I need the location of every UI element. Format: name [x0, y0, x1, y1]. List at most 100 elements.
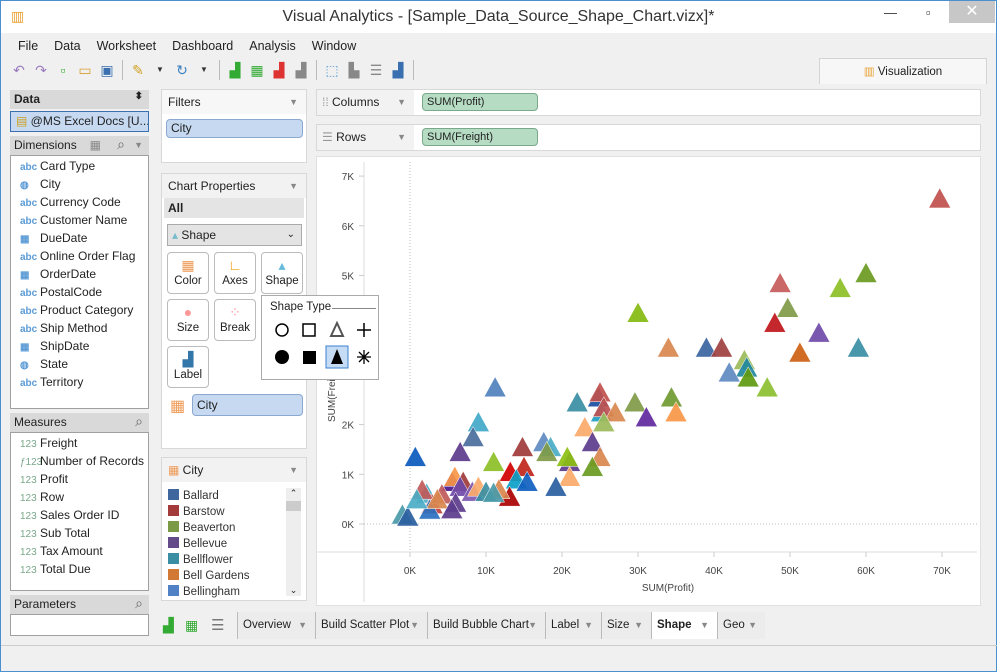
shape-button[interactable]: ▴ Shape [261, 252, 303, 294]
data-point-triangle[interactable] [466, 411, 490, 432]
data-point-triangle[interactable] [603, 401, 627, 422]
square-filled-icon[interactable] [303, 351, 316, 364]
data-point-triangle[interactable] [717, 361, 741, 383]
field-item[interactable]: abc Online Order Flag [11, 247, 148, 265]
bar-icon[interactable]: ▙ [348, 62, 360, 78]
field-item[interactable]: 123 Row [11, 488, 148, 506]
field-item[interactable]: 123 Tax Amount [11, 542, 148, 560]
chevron-down-icon[interactable]: ▼ [748, 620, 757, 630]
data-point-triangle[interactable] [588, 381, 612, 403]
field-item[interactable]: 123 Freight [11, 434, 148, 452]
select-icon[interactable]: ⬚ [325, 62, 339, 78]
tab-size[interactable]: Size ▼ [601, 612, 651, 639]
minimize-icon[interactable]: — [884, 5, 897, 20]
data-point-triangle[interactable] [482, 481, 506, 503]
sort-icon[interactable]: ☰ [369, 62, 383, 78]
data-point-triangle[interactable] [828, 276, 852, 298]
data-point-triangle[interactable] [656, 336, 680, 358]
legend-item[interactable]: Bell Gardens [162, 568, 306, 584]
search-icon[interactable]: ⌕ [135, 413, 143, 429]
field-item[interactable]: abc Ship Method [11, 319, 148, 337]
field-item[interactable]: abc Product Category [11, 301, 148, 319]
chevron-down-icon[interactable]: ▼ [584, 620, 593, 630]
data-point-triangle[interactable] [776, 296, 800, 318]
chevron-down-icon[interactable]: ▼ [289, 97, 298, 107]
chevron-down-icon[interactable]: ▼ [200, 65, 208, 74]
data-point-triangle[interactable] [555, 445, 579, 467]
redo-icon[interactable]: ↷ [35, 62, 47, 78]
chevron-down-icon[interactable]: ▼ [134, 140, 143, 150]
search-icon[interactable]: ⌕ [117, 136, 125, 152]
data-source-item[interactable]: ▤ @MS Excel Docs [U... [10, 111, 149, 132]
data-point-triangle[interactable] [634, 406, 658, 427]
columns-pill[interactable]: SUM(Profit) [422, 93, 538, 111]
field-item[interactable]: abc PostalCode [11, 283, 148, 301]
clear-chart-icon[interactable]: ▟ [295, 62, 307, 78]
field-item[interactable]: 123 Total Due [11, 560, 148, 578]
field-item[interactable]: 123 Sales Order ID [11, 506, 148, 524]
field-item[interactable]: ◍ City [11, 175, 148, 193]
data-point-triangle[interactable] [558, 465, 582, 487]
field-item[interactable]: abc Card Type [11, 157, 148, 175]
data-point-triangle[interactable] [660, 386, 683, 407]
undo-icon[interactable]: ↶ [13, 62, 25, 78]
menu-dashboard[interactable]: Dashboard [172, 39, 234, 53]
plus-icon[interactable] [357, 323, 371, 337]
tab-geo[interactable]: Geo ▼ [717, 612, 765, 639]
field-item[interactable]: abc Territory [11, 373, 148, 391]
connect-icon[interactable]: ✎ [132, 62, 144, 78]
data-point-triangle[interactable] [483, 376, 507, 398]
legend-item[interactable]: Beaverton [162, 520, 306, 536]
data-point-triangle[interactable] [448, 475, 472, 497]
triangle-filled-icon[interactable] [325, 345, 349, 369]
data-point-triangle[interactable] [535, 440, 559, 462]
remove-chart-icon[interactable]: ▟ [273, 62, 285, 78]
rows-pill[interactable]: SUM(Freight) [422, 128, 538, 146]
tab-label[interactable]: Label ▼ [545, 612, 601, 639]
chevron-down-icon[interactable]: ▼ [634, 620, 643, 630]
data-point-triangle[interactable] [626, 301, 650, 323]
legend-item[interactable]: Ballard [162, 488, 306, 504]
data-point-triangle[interactable] [763, 311, 787, 333]
data-point-triangle[interactable] [623, 391, 647, 412]
tab-build-bubble-chart[interactable]: Build Bubble Chart ▼ [427, 612, 545, 639]
field-item[interactable]: ▦ DueDate [11, 229, 148, 247]
maximize-icon[interactable]: ▫ [926, 5, 931, 20]
menu-worksheet[interactable]: Worksheet [96, 39, 157, 53]
label-icon[interactable]: ▟ [392, 62, 404, 78]
circle-outline-icon[interactable] [275, 323, 289, 337]
sheet-list-icon[interactable]: ☰ [211, 617, 225, 634]
data-point-triangle[interactable] [580, 430, 604, 452]
data-point-triangle[interactable] [788, 341, 812, 363]
mark-type-select[interactable]: ▴ Shape ⌄ [167, 224, 302, 246]
data-point-triangle[interactable] [396, 505, 420, 527]
field-item[interactable]: abc Currency Code [11, 193, 148, 211]
tab-build-scatter-plot[interactable]: Build Scatter Plot ▼ [315, 612, 427, 639]
square-outline-icon[interactable] [302, 323, 316, 337]
data-point-triangle[interactable] [565, 391, 589, 412]
data-point-triangle[interactable] [482, 450, 506, 472]
chevron-down-icon[interactable]: ▼ [289, 181, 298, 191]
field-item[interactable]: abc Customer Name [11, 211, 148, 229]
chevron-down-icon[interactable]: ▼ [298, 620, 307, 630]
data-point-triangle[interactable] [425, 488, 449, 509]
size-button[interactable]: ● Size [167, 299, 209, 341]
data-point-triangle[interactable] [768, 271, 792, 293]
data-point-triangle[interactable] [736, 366, 760, 388]
table-icon[interactable]: ▦ [89, 138, 101, 152]
data-point-triangle[interactable] [511, 435, 534, 457]
refresh-icon[interactable]: ↻ [176, 62, 188, 78]
scope-all[interactable]: All [164, 198, 304, 218]
menu-analysis[interactable]: Analysis [249, 39, 296, 53]
data-point-triangle[interactable] [928, 187, 952, 209]
legend-item[interactable]: Bellflower [162, 552, 306, 568]
open-icon[interactable]: ▭ [78, 62, 92, 78]
sort-arrows-icon[interactable]: ⬍ [134, 91, 143, 102]
add-chart-icon[interactable]: ▟ [229, 62, 241, 78]
circle-filled-icon[interactable] [275, 350, 289, 364]
data-point-triangle[interactable] [448, 440, 472, 462]
axes-button[interactable]: ∟ Axes [214, 252, 256, 294]
data-point-triangle[interactable] [592, 411, 616, 432]
menu-file[interactable]: File [18, 39, 39, 53]
legend-item[interactable]: Bellingham [162, 584, 306, 600]
